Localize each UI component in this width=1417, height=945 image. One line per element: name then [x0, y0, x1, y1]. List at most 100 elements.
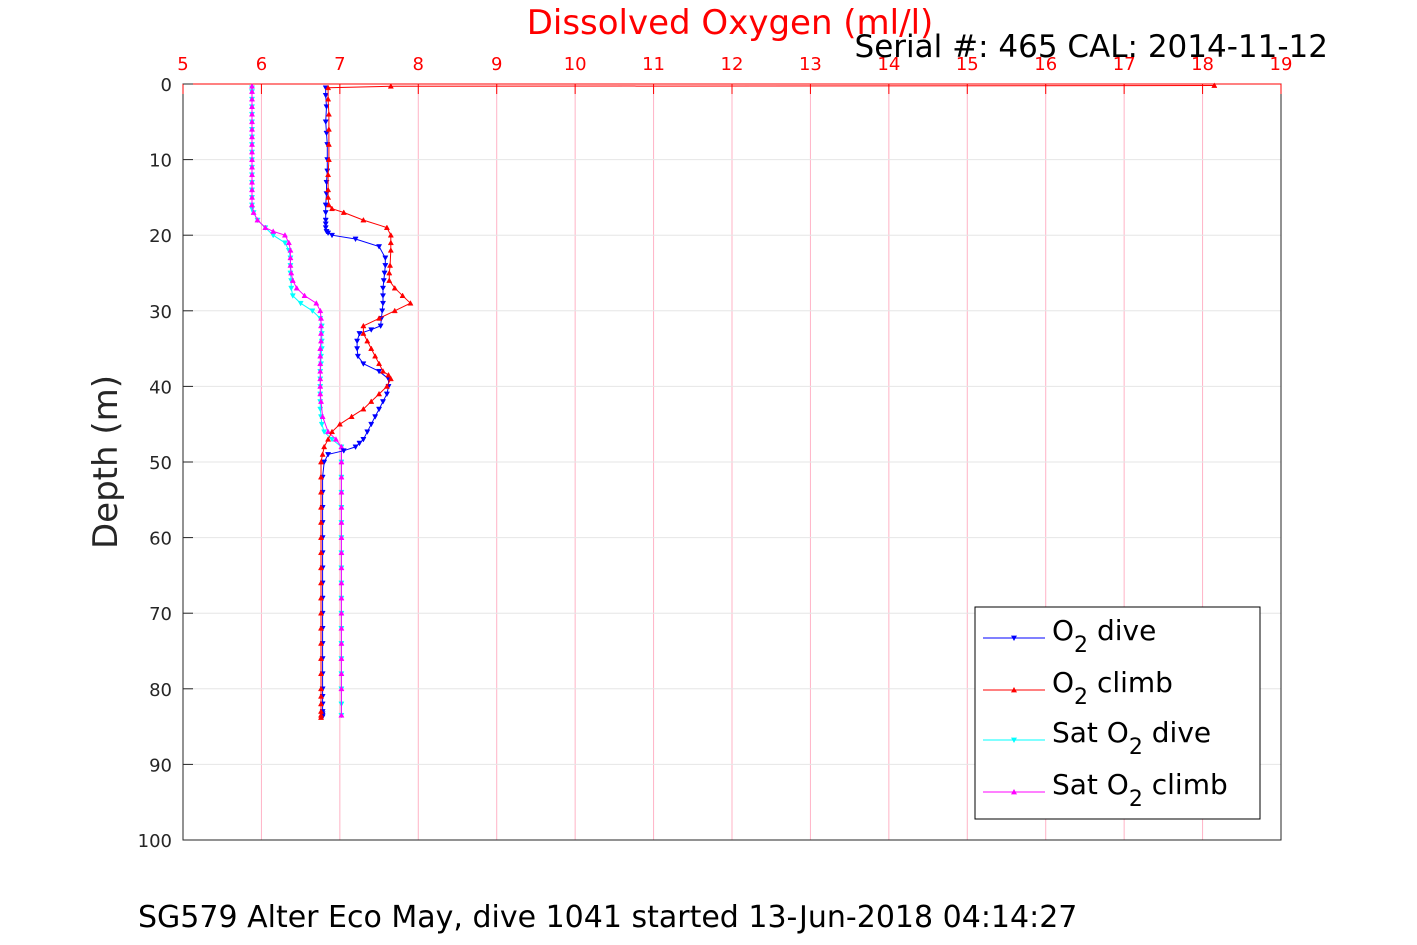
- series-1-point: [325, 126, 332, 132]
- series-1-point: [318, 693, 325, 699]
- series-0-point: [379, 300, 387, 307]
- series-3-point: [248, 186, 256, 193]
- series-0-point: [382, 255, 389, 261]
- series-3-point: [318, 315, 325, 321]
- series-3-point: [287, 254, 294, 261]
- series-2-point: [321, 429, 328, 435]
- legend-entry-0: O2 dive: [1052, 614, 1156, 658]
- legend-entry-3-subscript: 2: [1129, 787, 1143, 812]
- series-1-point: [360, 330, 367, 336]
- series-3-point: [338, 670, 345, 677]
- series-3-point: [287, 262, 294, 268]
- series-1-point: [325, 201, 332, 208]
- x-tick-label-3: 8: [413, 54, 424, 75]
- series-1-point: [387, 247, 394, 253]
- series-1-point: [318, 564, 325, 571]
- series-1-point: [318, 519, 325, 525]
- series-3-point: [248, 88, 256, 94]
- series-0-point: [368, 421, 375, 428]
- series-3-point: [338, 625, 345, 631]
- y-axis-label: Depth (m): [86, 375, 126, 549]
- y-tick-label-6: 60: [149, 529, 172, 550]
- x-tick-label-7: 12: [721, 54, 744, 75]
- series-3-point: [318, 322, 325, 329]
- series-1-point: [360, 216, 367, 223]
- series-1-point: [328, 428, 336, 435]
- series-1-point: [318, 504, 325, 510]
- y-tick-label-0: 0: [161, 75, 172, 96]
- series-0-point: [322, 119, 329, 125]
- legend-entry-0-main: O: [1052, 614, 1074, 647]
- series-1-point: [386, 269, 393, 276]
- series-3-point: [248, 156, 256, 162]
- series-1-point: [318, 685, 325, 692]
- series-3-point: [248, 201, 256, 208]
- series-1-point: [372, 353, 379, 359]
- series-3-point: [287, 247, 294, 253]
- legend-entry-2-subscript: 2: [1129, 735, 1143, 760]
- series-3: [248, 83, 345, 718]
- series-3-point: [318, 330, 325, 336]
- series-0-point: [380, 278, 387, 284]
- dive-caption: SG579 Alter Eco May, dive 1041 started 1…: [138, 900, 1077, 935]
- series-3-point: [319, 413, 326, 419]
- series-3-point: [248, 171, 256, 178]
- series-3-point: [254, 216, 261, 223]
- legend-entry-1-main: O: [1052, 666, 1074, 699]
- series-3-point: [338, 594, 345, 601]
- series-3-point: [338, 655, 345, 661]
- legend-entry-2-main: Sat O: [1052, 716, 1129, 749]
- series-1-point: [391, 285, 398, 291]
- series-0-point: [328, 232, 336, 239]
- series-1-point: [364, 337, 371, 344]
- legend-swatch-marker-2: [1011, 737, 1017, 743]
- series-3-point: [338, 712, 345, 718]
- series-3-point: [338, 534, 345, 540]
- series-3-point: [281, 232, 288, 238]
- series-3-point: [317, 368, 324, 374]
- series-1-point: [376, 360, 383, 367]
- x-tick-label-10: 15: [956, 54, 979, 75]
- y-tick-label-10: 100: [138, 831, 172, 852]
- series-3-point: [317, 383, 324, 389]
- series-3-point: [248, 83, 256, 89]
- x-tick-label-8: 13: [799, 54, 822, 75]
- series-3-point: [293, 285, 300, 291]
- x-tick-label-0: 5: [177, 54, 188, 75]
- x-tick-label-14: 19: [1270, 54, 1293, 75]
- series-1-point: [319, 451, 326, 457]
- series-0-point: [354, 353, 361, 360]
- series-0-point: [322, 225, 329, 231]
- series-1-point: [318, 700, 325, 707]
- series-3-point: [317, 307, 324, 314]
- y-tick-label-5: 50: [149, 453, 172, 474]
- series-1-point: [387, 83, 394, 89]
- series-3-point: [338, 579, 345, 586]
- series-0-point: [379, 399, 387, 405]
- series-3-point: [250, 209, 257, 215]
- series-1-point: [391, 307, 398, 314]
- series-2-point: [309, 308, 316, 314]
- series-1-point: [318, 714, 325, 720]
- series-3-point: [317, 390, 324, 397]
- y-tick-label-4: 40: [149, 377, 172, 398]
- series-1-point: [360, 405, 367, 412]
- y-tick-label-2: 20: [149, 226, 172, 247]
- series-0-point: [354, 346, 361, 352]
- legend-entry-1-suffix: climb: [1088, 666, 1173, 699]
- legend-swatch-marker-0: [1011, 635, 1017, 641]
- series-0-point: [379, 293, 387, 299]
- legend-entry-2: Sat O2 dive: [1052, 716, 1211, 760]
- y-tick-label-7: 70: [149, 604, 172, 625]
- legend-entry-3: Sat O2 climb: [1052, 768, 1228, 812]
- series-0-point: [340, 448, 347, 454]
- series-3-point: [289, 277, 296, 283]
- series-3-point: [248, 164, 256, 170]
- series-3-point: [338, 519, 345, 525]
- x-tick-label-13: 18: [1191, 54, 1214, 75]
- series-0-point: [360, 361, 367, 367]
- series-0-point: [372, 414, 379, 420]
- series-0-point: [376, 368, 383, 375]
